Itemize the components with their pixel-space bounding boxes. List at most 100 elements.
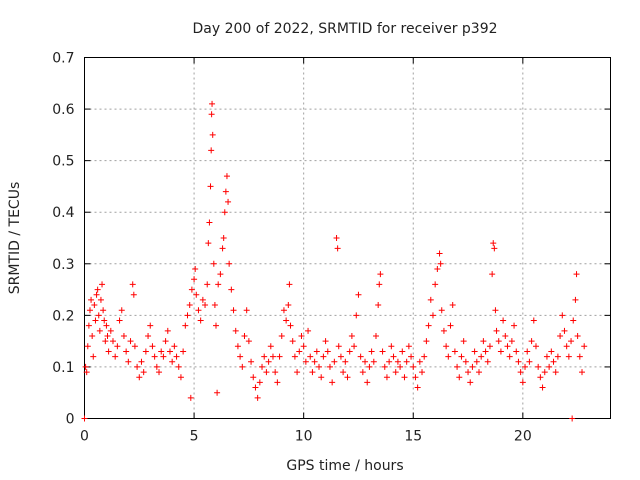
data-point xyxy=(228,286,235,293)
data-point xyxy=(206,219,213,226)
data-point xyxy=(447,322,454,329)
data-point xyxy=(94,286,101,293)
data-point xyxy=(410,363,417,370)
data-point xyxy=(298,332,305,339)
x-tick-label: 0 xyxy=(80,429,89,445)
data-point xyxy=(83,369,90,376)
data-point xyxy=(506,353,513,360)
data-point xyxy=(337,353,344,360)
data-point xyxy=(182,322,189,329)
data-point xyxy=(307,353,314,360)
data-point xyxy=(120,332,127,339)
y-tick-label: 0.6 xyxy=(52,102,74,118)
data-point xyxy=(289,338,296,345)
data-point xyxy=(267,343,274,350)
data-point xyxy=(530,317,537,324)
data-point xyxy=(383,374,390,381)
data-point xyxy=(283,317,290,324)
data-point xyxy=(557,332,564,339)
data-point xyxy=(348,332,355,339)
data-point xyxy=(278,332,285,339)
data-point xyxy=(324,348,331,355)
data-point xyxy=(546,363,553,370)
data-point xyxy=(381,363,388,370)
data-point xyxy=(82,363,89,370)
data-point xyxy=(471,348,478,355)
data-point xyxy=(405,343,412,350)
data-point xyxy=(513,348,520,355)
data-point xyxy=(112,353,119,360)
data-point xyxy=(548,348,555,355)
data-point xyxy=(296,348,303,355)
data-point xyxy=(543,353,550,360)
data-point xyxy=(151,353,158,360)
data-point xyxy=(254,394,261,401)
data-point xyxy=(469,363,476,370)
data-point xyxy=(96,327,103,334)
data-point xyxy=(171,343,178,350)
data-point xyxy=(517,369,524,376)
data-point xyxy=(123,348,130,355)
data-point xyxy=(500,317,507,324)
data-point xyxy=(187,394,194,401)
data-point xyxy=(372,332,379,339)
data-point xyxy=(320,353,327,360)
data-point xyxy=(427,296,434,303)
data-point xyxy=(421,353,428,360)
data-point xyxy=(192,265,199,272)
data-point xyxy=(131,343,138,350)
data-point xyxy=(434,265,441,272)
data-point xyxy=(211,302,218,309)
data-point xyxy=(495,338,502,345)
data-point xyxy=(318,374,325,381)
data-point xyxy=(359,369,366,376)
data-point xyxy=(107,327,114,334)
data-point xyxy=(497,348,504,355)
x-tick-label: 10 xyxy=(295,429,313,445)
data-point xyxy=(492,307,499,314)
data-point xyxy=(272,369,279,376)
data-point xyxy=(220,235,227,241)
data-point xyxy=(351,343,358,350)
data-point xyxy=(316,363,323,370)
data-point xyxy=(265,358,272,365)
data-point xyxy=(169,358,176,365)
data-point xyxy=(140,369,147,376)
data-point xyxy=(322,338,329,345)
y-tick-label: 0.3 xyxy=(52,257,74,273)
data-point xyxy=(173,353,180,360)
data-point xyxy=(568,338,575,345)
data-point xyxy=(335,343,342,350)
data-point xyxy=(294,369,301,376)
data-point xyxy=(357,353,364,360)
data-points xyxy=(81,100,588,422)
data-point xyxy=(202,302,209,309)
data-point xyxy=(215,281,222,288)
data-point xyxy=(177,374,184,381)
data-point xyxy=(519,379,526,386)
data-point xyxy=(195,307,202,314)
data-point xyxy=(223,173,230,180)
data-point xyxy=(574,332,581,339)
data-point xyxy=(565,353,572,360)
data-point xyxy=(454,363,461,370)
data-point xyxy=(390,353,397,360)
data-point xyxy=(209,131,216,138)
data-point xyxy=(394,358,401,365)
data-point xyxy=(149,343,156,350)
data-point xyxy=(164,327,171,334)
data-point xyxy=(437,260,444,267)
chart-title: Day 200 of 2022, SRMTID for receiver p39… xyxy=(192,21,497,37)
data-point xyxy=(311,358,318,365)
data-point xyxy=(473,358,480,365)
data-point xyxy=(486,343,493,350)
data-point xyxy=(478,353,485,360)
data-point xyxy=(436,250,443,257)
data-point xyxy=(535,363,542,370)
data-point xyxy=(204,281,211,288)
data-point xyxy=(511,322,518,329)
data-point xyxy=(403,358,410,365)
data-point xyxy=(526,358,533,365)
data-point xyxy=(508,338,515,345)
plot-frame xyxy=(84,57,611,419)
